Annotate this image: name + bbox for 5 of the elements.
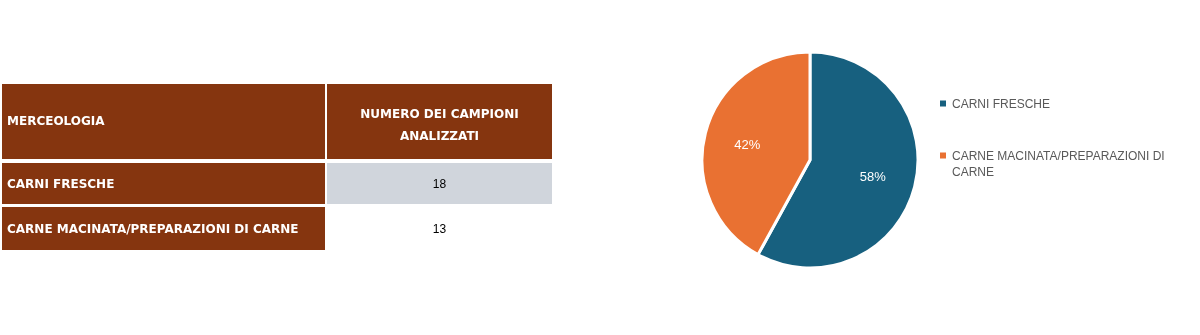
- data-label: 42%: [734, 136, 761, 152]
- legend-label: CARNI FRESCHE: [952, 97, 1051, 111]
- table: MERCEOLOGIA NUMERO DEI CAMPIONI ANALIZZATI CARNI FRESCHE 18 CARNE MACINATA/PREPARAZIONI DI CARNE 13: [2, 84, 552, 250]
- legend-label: CARNE MACINATA/PREPARAZIONI DI CARNE: [952, 149, 1165, 179]
- data-label: 58%: [859, 169, 887, 185]
